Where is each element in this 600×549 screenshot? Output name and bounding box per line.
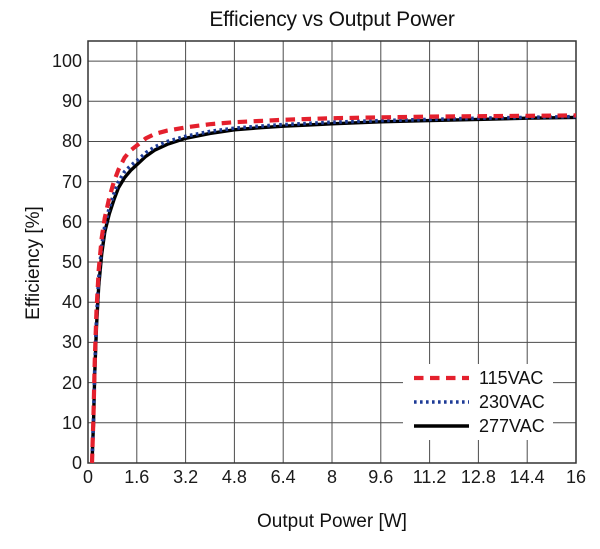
x-tick-label: 0 xyxy=(82,467,93,487)
legend-label: 230VAC xyxy=(479,391,545,412)
y-tick-label: 30 xyxy=(61,332,82,353)
legend: 115VAC 230VAC 277VAC xyxy=(403,364,553,440)
x-tick-label: 1.6 xyxy=(124,467,150,487)
y-tick-label: 90 xyxy=(61,91,82,112)
x-tick-label: 3.2 xyxy=(173,467,199,487)
x-tick-label: 4.8 xyxy=(221,467,247,487)
y-tick-label: 50 xyxy=(61,252,82,273)
x-axis-title: Output Power [W] xyxy=(257,511,407,532)
x-tick-label: 11.2 xyxy=(412,467,447,487)
y-tick-label: 20 xyxy=(61,372,82,393)
x-tick-label: 12.8 xyxy=(460,467,496,487)
legend-item-230VAC: 230VAC xyxy=(413,390,553,414)
chart-title: Efficiency vs Output Power xyxy=(209,8,455,31)
x-tick-label: 14.4 xyxy=(509,467,545,487)
legend-item-277VAC: 277VAC xyxy=(413,414,553,438)
y-tick-label: 40 xyxy=(61,292,82,313)
x-tick-label: 6.4 xyxy=(270,467,296,487)
legend-line-sample-icon xyxy=(414,424,469,428)
x-tick-label: 16 xyxy=(565,467,587,487)
x-tick-label: 9.6 xyxy=(368,467,394,487)
y-tick-label: 0 xyxy=(71,453,82,473)
legend-label: 277VAC xyxy=(479,415,545,436)
y-axis-title: Efficiency [%] xyxy=(23,206,44,320)
y-tick-label: 100 xyxy=(51,51,82,72)
legend-label: 115VAC xyxy=(479,367,544,388)
y-tick-label: 80 xyxy=(61,131,82,152)
legend-line-sample-icon xyxy=(414,400,469,404)
series-line-115VAC xyxy=(89,113,577,464)
y-tick-label: 10 xyxy=(61,412,82,433)
x-tick-label: 8 xyxy=(326,467,337,487)
y-tick-label: 70 xyxy=(61,171,82,192)
plot-frame xyxy=(87,40,577,464)
y-tick-label: 60 xyxy=(61,211,82,232)
legend-item-115VAC: 115VAC xyxy=(413,366,553,390)
legend-line-sample-icon xyxy=(414,375,469,381)
